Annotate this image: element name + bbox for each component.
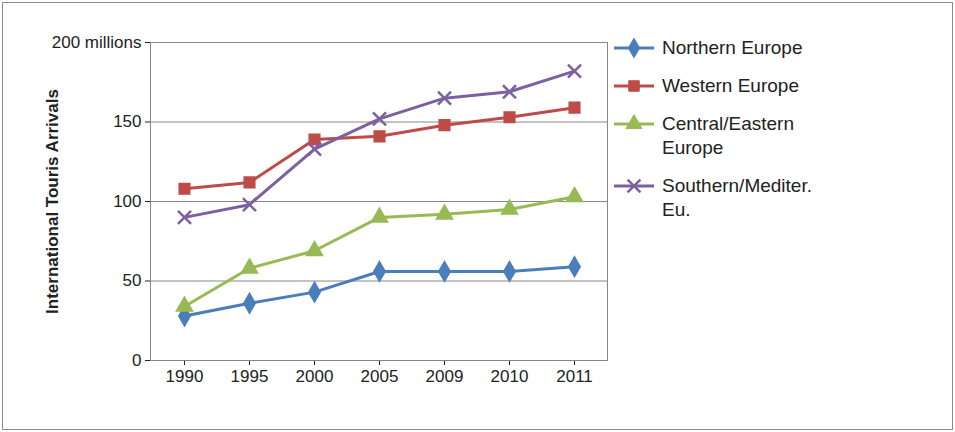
html-text:Central/Eastern Europe: Central/Eastern Europe [662, 113, 794, 158]
svg-text:2009: 2009 [426, 367, 464, 386]
svg-text:1995: 1995 [231, 367, 269, 386]
html-text:Northern Europe: Northern Europe [662, 37, 803, 58]
svg-text:0: 0 [132, 351, 141, 370]
svg-text:1990: 1990 [166, 367, 204, 386]
svg-text:2011: 2011 [556, 367, 593, 386]
svg-text:50: 50 [123, 271, 142, 290]
svg-text:International Touris Arrivals: International Touris Arrivals [43, 89, 62, 314]
svg-text:2000: 2000 [296, 367, 334, 386]
svg-text:2005: 2005 [361, 367, 399, 386]
svg-text:150: 150 [113, 112, 141, 131]
html-text:Southern/Mediter. Eu.: Southern/Mediter. Eu. [662, 175, 812, 220]
svg-text:200 millions: 200 millions [52, 33, 142, 52]
html-text:Western Europe: Western Europe [662, 75, 799, 96]
svg-text:100: 100 [113, 192, 141, 211]
svg-text:2010: 2010 [491, 367, 529, 386]
